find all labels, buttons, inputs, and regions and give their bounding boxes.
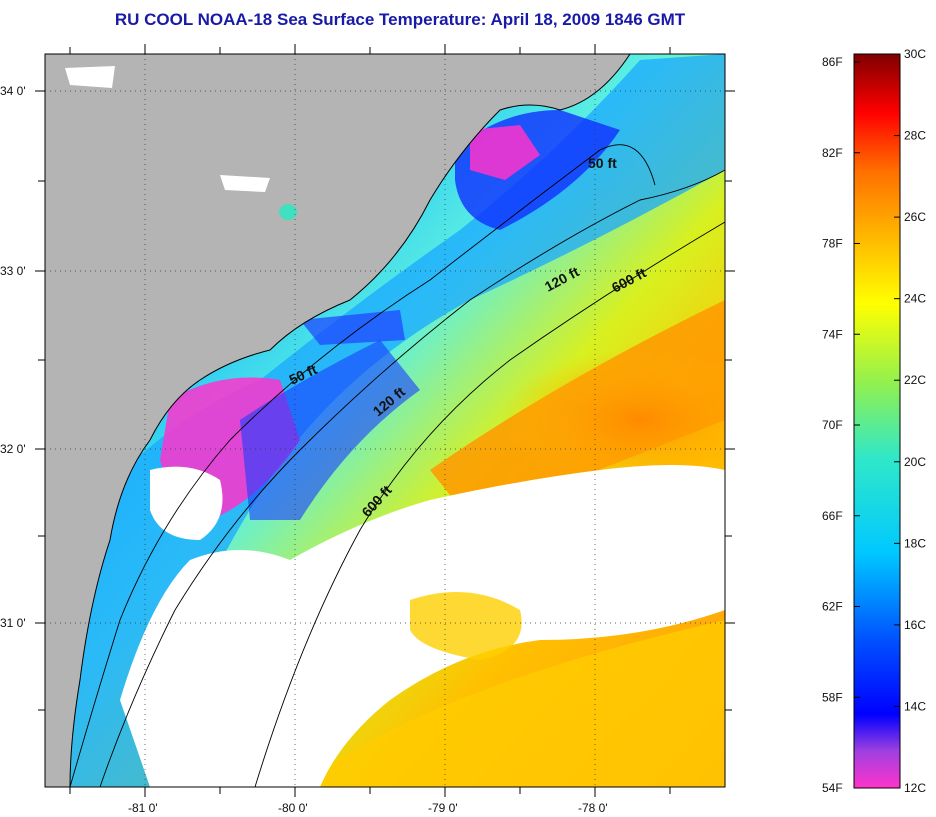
axis-ticks [35,44,735,797]
colorbar-c-label: 28C [904,129,926,143]
colorbar-f-label: 74F [822,327,843,341]
map-frame [44,53,726,788]
cloud-patch-west [150,466,223,540]
map-area: 50 ft 50 ft 120 ft 120 ft 600 ft 600 ft [45,54,725,787]
graticule [45,54,725,787]
colorbar-f-labels: 86F 82F 78F 74F 70F 66F 62F 58F 54F [822,55,843,795]
cold-patch-south [240,340,420,520]
warm-core [500,350,725,490]
lon-label: -81 0' [128,801,158,815]
cool-shelf-water [45,54,725,787]
colorbar-c-label: 18C [904,536,926,550]
isobath-label: 50 ft [588,155,617,171]
lat-label: 33 0' [0,264,26,278]
colorbar-f-label: 78F [822,237,843,251]
colorbar-c-labels: 30C 28C 26C 24C 22C 20C 18C 16C 14C 12C [904,47,926,795]
colorbar [853,53,901,789]
lon-label: -80 0' [278,801,308,815]
colorbar-c-label: 22C [904,373,926,387]
lake-patch [279,204,297,220]
colorbar-f-label: 58F [822,690,843,704]
colorbar-c-label: 12C [904,781,926,795]
land-mass [45,54,630,787]
colorbar-f-label: 62F [822,600,843,614]
colorbar-c-label: 26C [904,210,926,224]
colorbar-c-label: 16C [904,618,926,632]
colorbar-c-label: 14C [904,699,926,713]
lat-label: 31 0' [0,616,26,630]
coastline [69,54,631,787]
cloud-over-land [65,66,115,88]
colorbar-c-label: 24C [904,292,926,306]
isobath-120ft [99,169,725,787]
lat-label: 32 0' [0,442,26,456]
colorbar-f-label: 66F [822,509,843,523]
lat-label: 34 0' [0,84,26,98]
colorbar-f-label: 70F [822,418,843,432]
magenta-patch-north [470,125,540,180]
colorbar-c-label: 30C [904,47,926,61]
isobath-600ft [254,221,725,787]
warm-eddy [410,592,522,660]
isobath-50ft [69,144,656,787]
map-title: RU COOL NOAA-18 Sea Surface Temperature:… [114,10,686,29]
cloud-over-land [220,175,270,192]
lon-label: -79 0' [428,801,458,815]
cold-patch-mid [300,310,405,345]
colorbar-c-label: 20C [904,455,926,469]
colorbar-f-label: 86F [822,55,843,69]
colorbar-f-label: 82F [822,146,843,160]
colorbar-f-label: 54F [822,781,843,795]
warm-south [300,620,725,787]
lon-label: -78 0' [578,801,608,815]
colorbar-ticks [854,53,900,789]
